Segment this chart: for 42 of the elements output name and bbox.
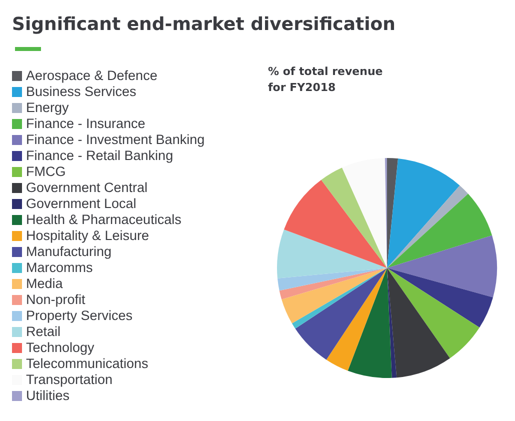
legend-label: Finance - Investment Banking: [26, 132, 205, 148]
pie-slice: [387, 194, 492, 268]
pie-slice: [387, 268, 480, 358]
legend-label: Hospitality & Leisure: [26, 228, 150, 244]
legend-label: Property Services: [26, 308, 133, 324]
legend-label: Aerospace & Defence: [26, 68, 158, 84]
legend-label: Technology: [26, 340, 94, 356]
pie-slice: [387, 268, 450, 378]
pie-slice: [387, 158, 460, 268]
pie-slice: [284, 180, 387, 268]
legend-label: Government Local: [26, 196, 136, 212]
legend-label: Finance - Retail Banking: [26, 148, 174, 164]
pie-slice: [387, 235, 497, 298]
legend-label: Business Services: [26, 84, 136, 100]
legend-label: Energy: [26, 100, 69, 116]
chart-subtitle: % of total revenue for FY2018: [268, 64, 384, 96]
legend-label: Manufacturing: [26, 244, 112, 260]
legend-label: Media: [26, 276, 63, 292]
chart-title: Significant end-market diversification: [12, 14, 396, 35]
legend-label: Telecommunications: [26, 356, 148, 372]
pie-slice: [295, 268, 387, 360]
pie-slice: [326, 268, 387, 371]
legend-label: FMCG: [26, 164, 66, 180]
pie-slice: [387, 268, 397, 378]
legend-label: Marcomms: [26, 260, 93, 276]
pie-slice: [282, 268, 387, 324]
pie-slice: [279, 268, 387, 300]
pie-slice: [277, 229, 387, 278]
legend-label: Finance - Insurance: [26, 116, 146, 132]
legend-label: Non-profit: [26, 292, 86, 308]
legend-label: Health & Pharmaceuticals: [26, 212, 182, 228]
pie-slice: [292, 268, 387, 329]
pie-slice: [277, 268, 387, 291]
pie-slice: [387, 158, 398, 268]
legend-label: Retail: [26, 324, 61, 340]
pie-slice: [321, 168, 387, 268]
legend-label: Transportation: [26, 372, 113, 388]
pie-slice: [387, 185, 468, 268]
legend-label: Utilities: [26, 388, 70, 404]
legend-label: Government Central: [26, 180, 148, 196]
pie-slice: [387, 268, 494, 328]
pie-slice: [348, 268, 392, 378]
